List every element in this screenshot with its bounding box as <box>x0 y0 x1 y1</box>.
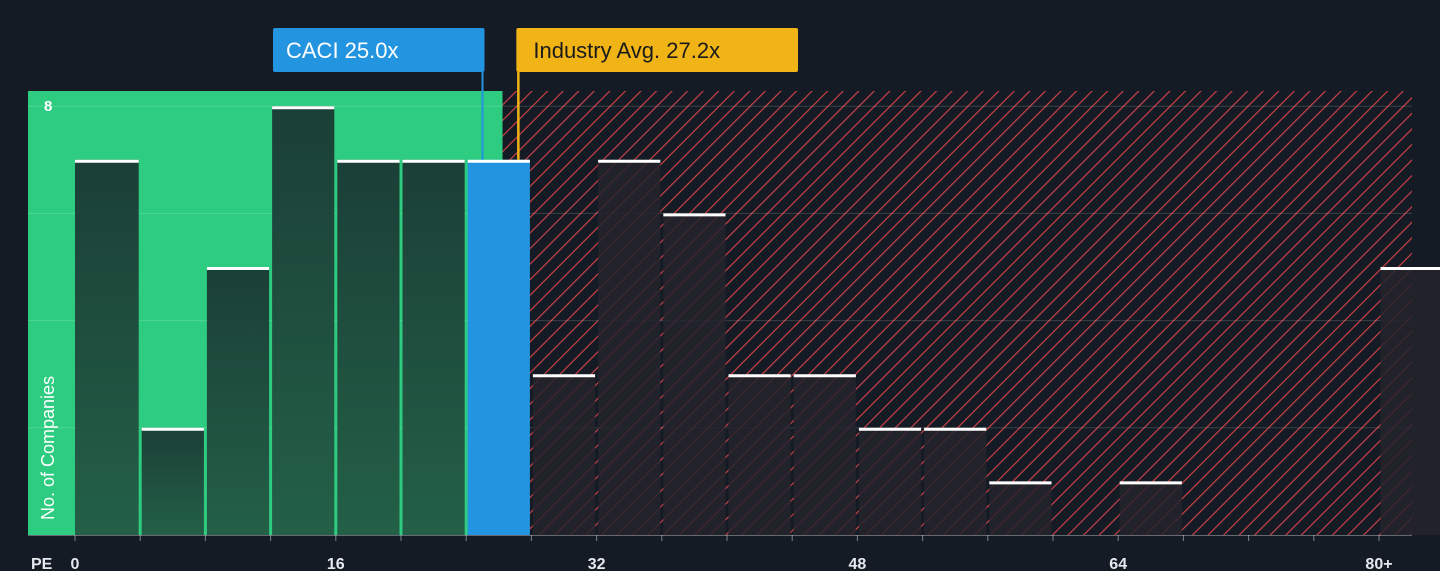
bar <box>1380 267 1440 535</box>
industry-callout-box <box>516 28 798 72</box>
bar <box>989 481 1052 535</box>
histogram-bars <box>75 106 1440 536</box>
industry-callout-label: Industry Avg. 27.2x <box>533 38 720 63</box>
x-tick-label: 0 <box>71 556 80 571</box>
bar <box>532 374 596 535</box>
bar <box>402 159 465 536</box>
bar <box>793 374 856 535</box>
bar <box>337 159 400 536</box>
bar-company-bin <box>467 159 530 536</box>
x-tick-label: 32 <box>588 556 606 571</box>
x-tick-label: 16 <box>327 556 345 571</box>
bar <box>1119 481 1182 535</box>
bar <box>206 267 270 535</box>
x-tick-label: 80+ <box>1365 556 1392 571</box>
x-tick-label: 48 <box>849 556 867 571</box>
company-callout-box <box>273 28 485 72</box>
company-callout-label: CACI 25.0x <box>286 38 399 63</box>
bar <box>75 159 139 536</box>
value-callouts: CACI 25.0x Industry Avg. 27.2x <box>273 28 798 160</box>
bar <box>141 427 204 535</box>
x-tick-label: 64 <box>1109 556 1127 571</box>
x-axis-label: PE <box>31 556 53 571</box>
bar <box>272 106 335 535</box>
bar <box>858 427 922 535</box>
y-axis-label: No. of Companies <box>38 376 58 520</box>
bar <box>728 374 791 535</box>
bar <box>924 427 987 535</box>
bar <box>598 159 661 536</box>
bar <box>663 213 726 535</box>
axes: 0 16 32 48 64 80+ PE 8 No. of Companies <box>28 98 1412 571</box>
y-tick-label: 8 <box>44 98 52 115</box>
